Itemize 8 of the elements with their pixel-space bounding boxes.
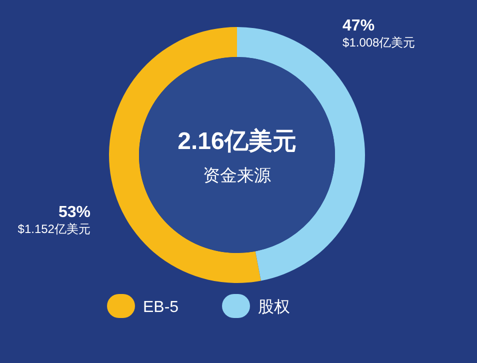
text: 2.16亿美元 [178, 127, 296, 155]
text: $1.008亿美元 [342, 35, 416, 50]
data-label: 47% [342, 17, 375, 34]
text: 资金来源 [203, 166, 271, 185]
legend-label: EB-5 [143, 299, 179, 316]
data-label: 53% [58, 204, 90, 222]
text: $1.152亿美元 [18, 222, 90, 236]
legend-label: 股权 [258, 299, 290, 316]
